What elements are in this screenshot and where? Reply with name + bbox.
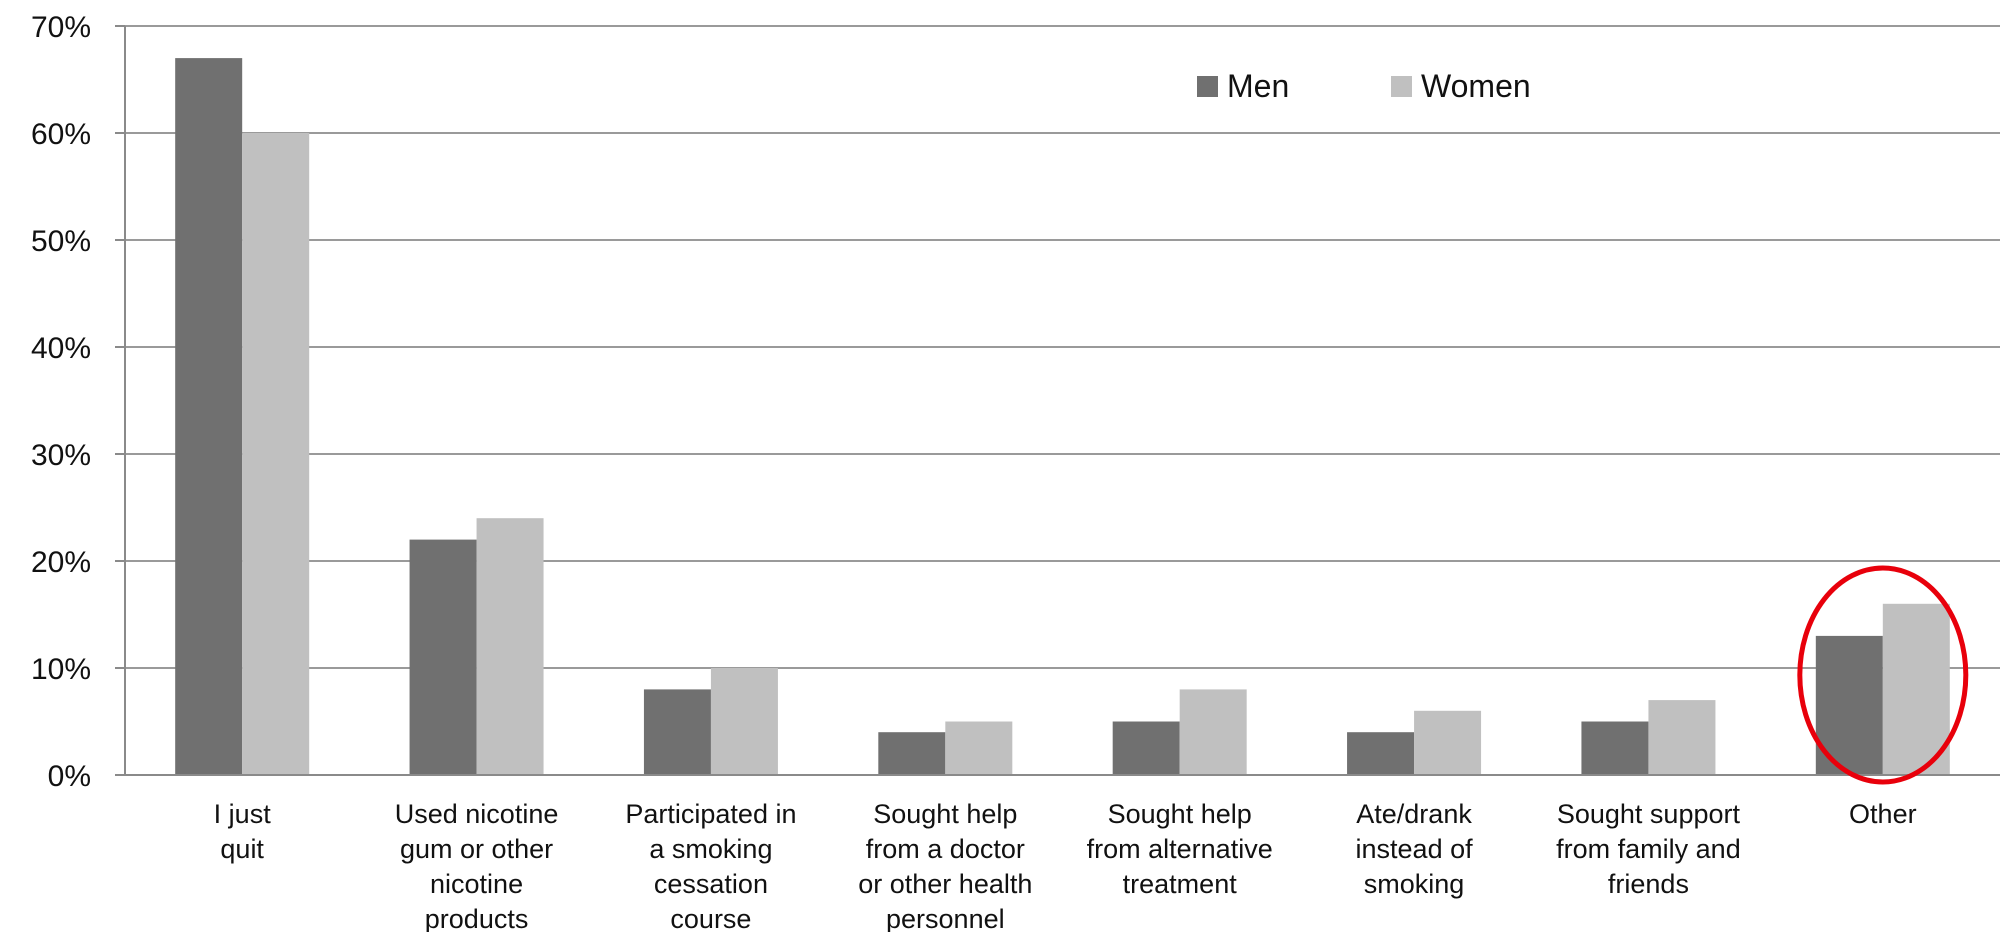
y-tick-label: 10% — [31, 653, 91, 686]
x-tick-label: Used nicotine gum or other nicotine product… — [395, 799, 559, 932]
y-tick-label: 40% — [31, 332, 91, 365]
x-tick-label-line: Sought help — [1108, 799, 1252, 829]
legend-swatch-women — [1391, 76, 1412, 97]
y-tick-label: 20% — [31, 546, 91, 579]
x-tick-label-line: personnel — [886, 904, 1005, 932]
x-tick-label: I just quit — [214, 799, 272, 864]
x-tick-label-line: quit — [220, 834, 264, 864]
bar-men-1 — [409, 539, 477, 775]
bar-women-1 — [476, 518, 544, 775]
bar-women-4 — [1179, 689, 1247, 775]
x-tick-label-line: a smoking — [649, 834, 772, 864]
y-tick-label: 60% — [31, 118, 91, 151]
x-tick-label: Participated in a smoking cessation course — [625, 799, 796, 932]
y-tick-label: 30% — [31, 439, 91, 472]
x-tick-label-line: Sought support — [1557, 799, 1741, 829]
bar-women-7 — [1882, 603, 1950, 775]
bar-men-3 — [878, 732, 946, 775]
x-tick-label-line: Sought help — [873, 799, 1017, 829]
x-tick-label-line: treatment — [1123, 869, 1238, 899]
bar-men-6 — [1581, 721, 1649, 775]
x-tick-label-line: from family and — [1556, 834, 1741, 864]
x-tick-label-line: smoking — [1364, 869, 1465, 899]
x-tick-label-line: Participated in — [625, 799, 796, 829]
x-tick-label-line: I just — [214, 799, 272, 829]
x-tick-label: Other — [1849, 799, 1917, 829]
x-tick-label-line: Used nicotine — [395, 799, 559, 829]
x-tick-label-line: Ate/drank — [1356, 799, 1472, 829]
x-tick-label: Sought support from family and friends — [1556, 799, 1741, 899]
y-tick-label: 50% — [31, 225, 91, 258]
x-tick-label-line: or other health — [858, 869, 1032, 899]
bar-women-0 — [242, 133, 310, 775]
x-tick-label-line: gum or other — [400, 834, 553, 864]
bar-women-5 — [1414, 710, 1482, 775]
x-tick-label-line: course — [670, 904, 751, 932]
highlight-circle — [1797, 565, 1969, 785]
bar-women-3 — [945, 721, 1013, 775]
x-tick-label-line: from a doctor — [866, 834, 1025, 864]
bar-men-4 — [1112, 721, 1180, 775]
y-tick-label: 70% — [31, 11, 91, 44]
x-tick-label-line: instead of — [1356, 834, 1474, 864]
bar-men-0 — [175, 58, 243, 776]
y-axis-ticks: 0% 10% 20% 30% 40% 50% 60% 70% — [31, 11, 125, 793]
x-tick-label-line: products — [425, 904, 529, 932]
x-tick-label: Ate/drank instead of smoking — [1356, 799, 1474, 899]
x-tick-label-line: nicotine — [430, 869, 523, 899]
legend-swatch-men — [1197, 76, 1218, 97]
y-tick-label: 0% — [48, 760, 91, 793]
gridlines — [125, 25, 2000, 669]
bar-men-5 — [1347, 732, 1415, 775]
x-tick-label-line: from alternative — [1087, 834, 1273, 864]
legend-label-men: Men — [1227, 68, 1289, 104]
x-tick-label: Sought help from a doctor or other health p… — [858, 799, 1032, 932]
bar-women-2 — [710, 668, 778, 775]
bar-women-6 — [1648, 700, 1716, 775]
x-tick-label-line: cessation — [654, 869, 768, 899]
x-axis-labels: I just quit Used nicotine gum or other nicot… — [214, 799, 1917, 932]
x-tick-label-line: Other — [1849, 799, 1917, 829]
bar-men-2 — [643, 689, 711, 775]
x-tick-label: Sought help from alternative treatment — [1087, 799, 1273, 899]
bars — [175, 58, 1950, 776]
legend: Men Women — [1197, 68, 1531, 104]
x-tick-label-line: friends — [1608, 869, 1689, 899]
legend-label-women: Women — [1421, 68, 1531, 104]
